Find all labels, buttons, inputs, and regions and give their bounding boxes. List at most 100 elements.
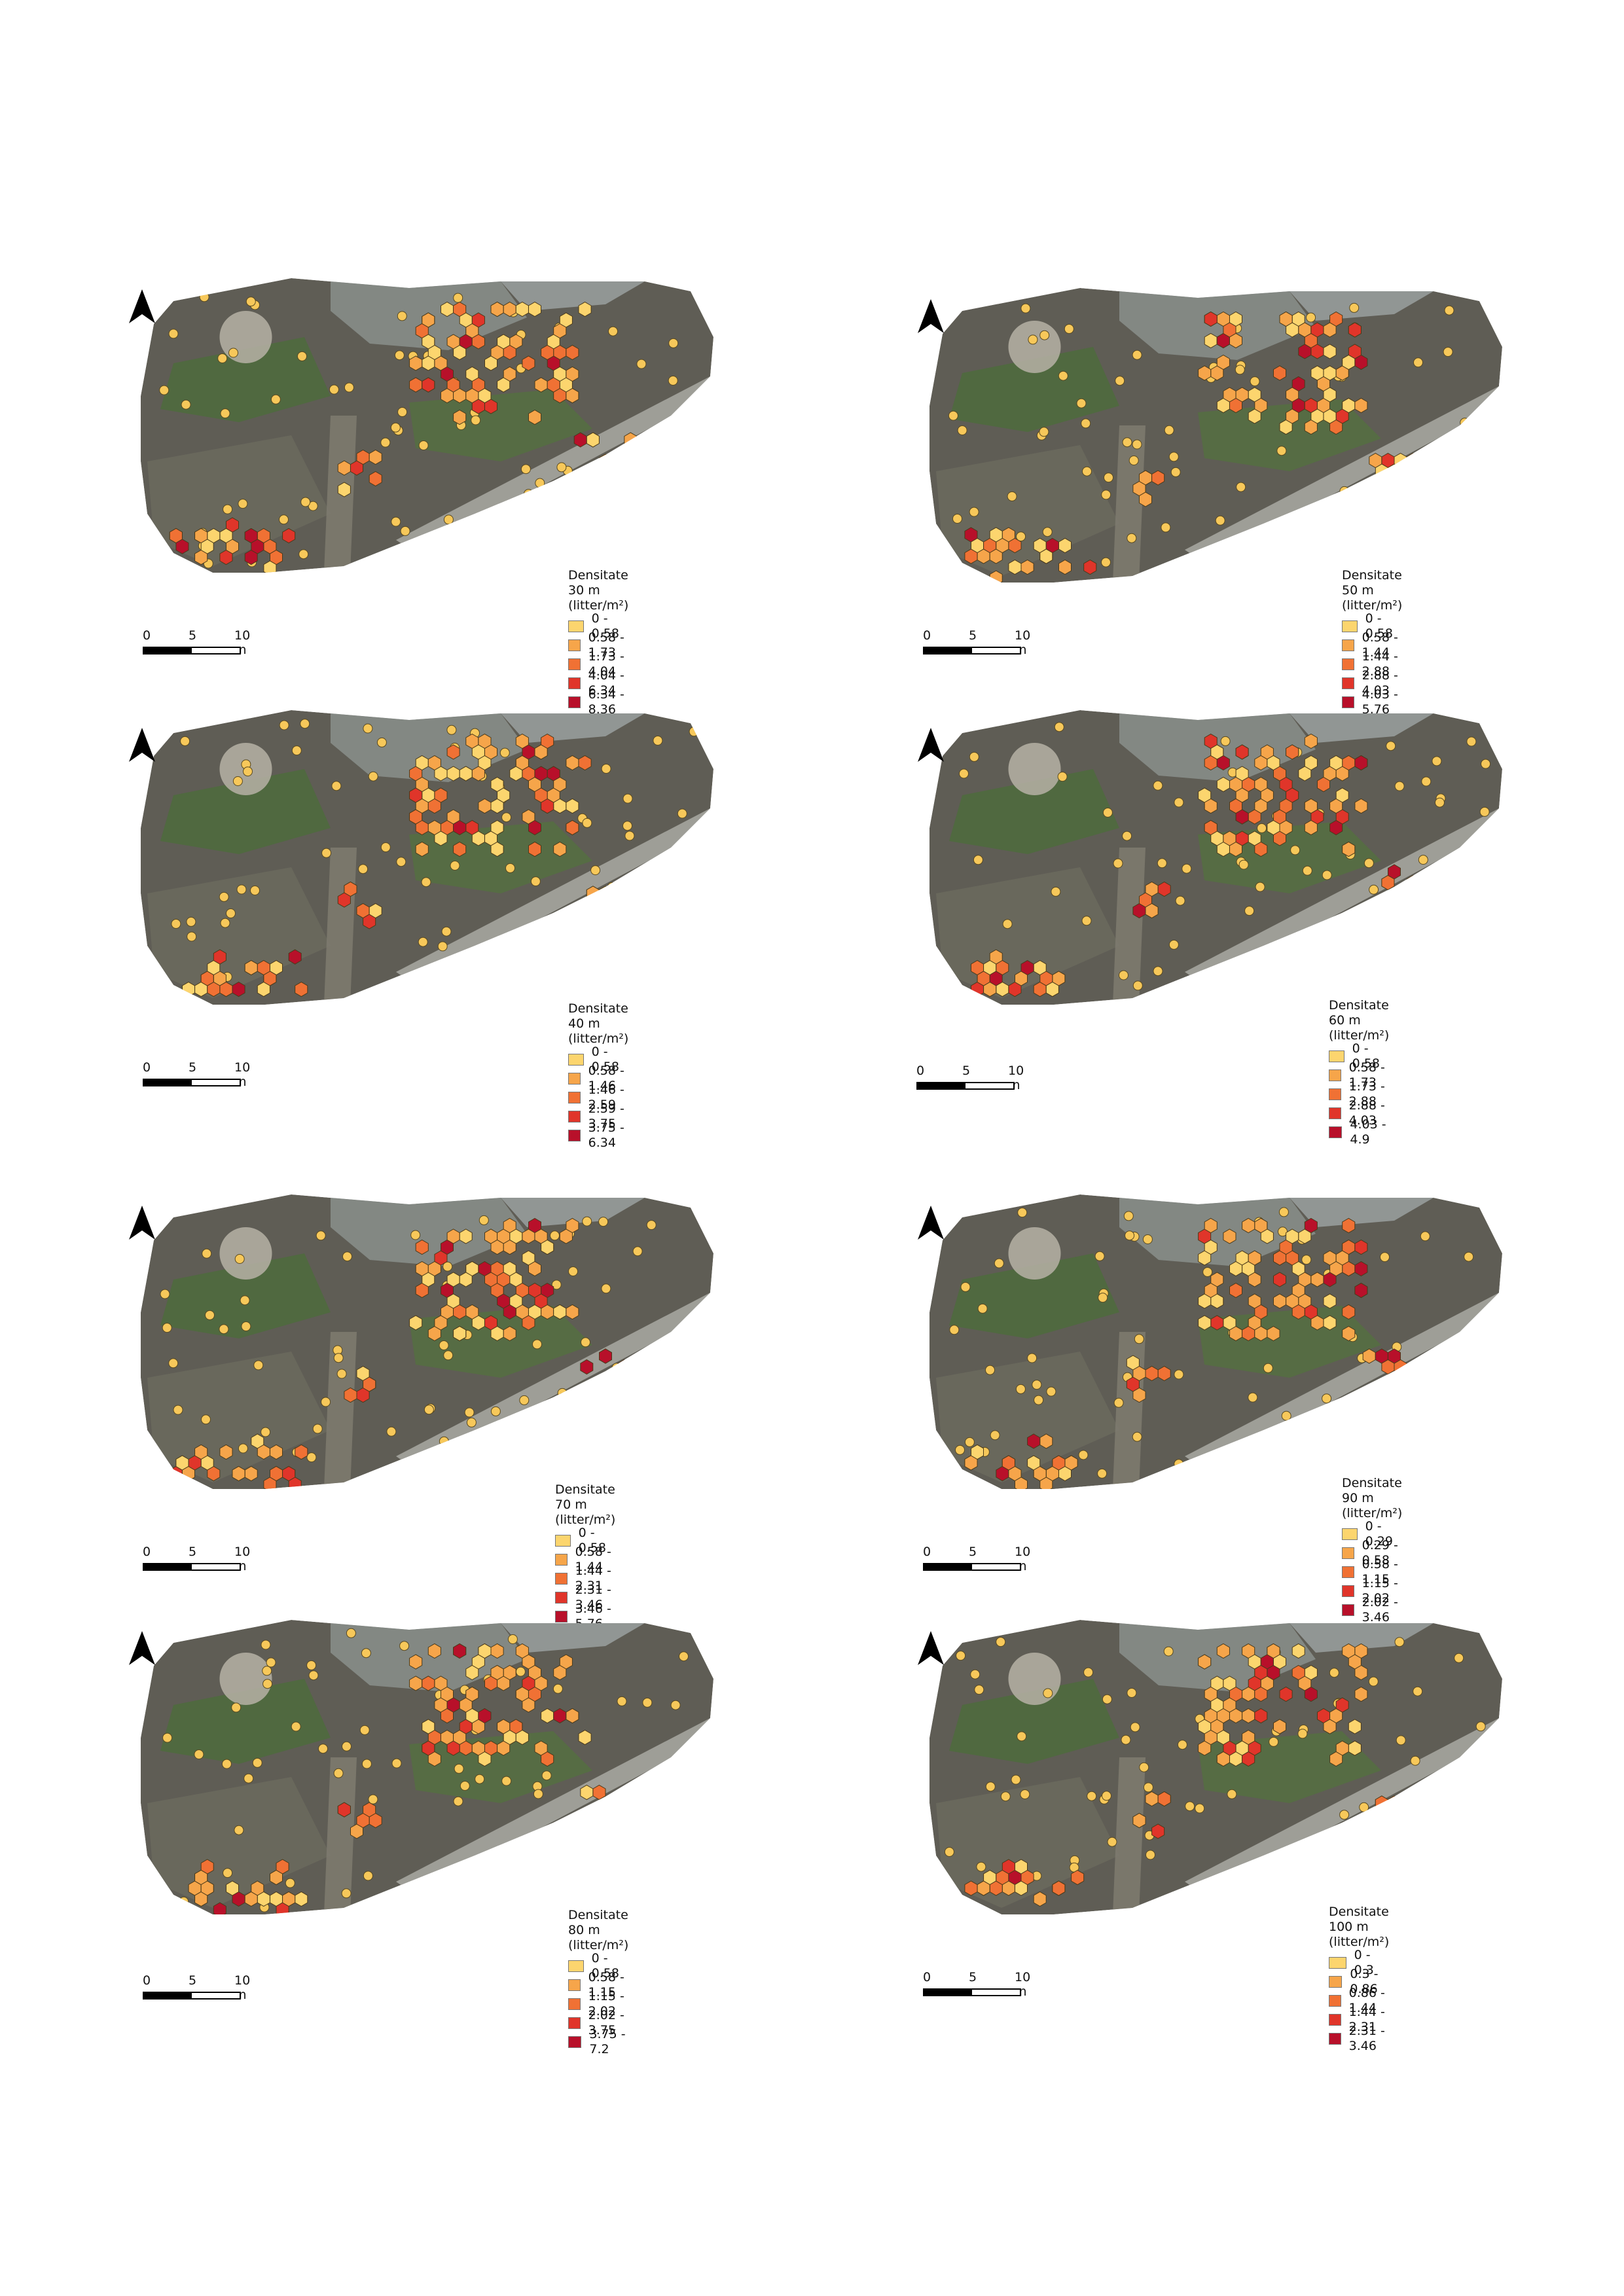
density-hex: [1400, 1817, 1414, 1833]
legend: Densitate 90 m (litter/m²) 0 - 0.29 0.29 -…: [1342, 1476, 1402, 1624]
litter-point: [1168, 939, 1179, 950]
density-hex: [522, 355, 535, 371]
scale-label: 0: [143, 1973, 151, 1988]
terrain-patch: [1290, 1623, 1434, 1653]
litter-point: [270, 394, 281, 404]
litter-point: [386, 1426, 397, 1437]
litter-point: [1235, 1902, 1246, 1912]
legend-row: 0 - 0.29: [1342, 1519, 1402, 1549]
density-hex: [497, 1740, 511, 1756]
density-hex: [1273, 1272, 1286, 1287]
density-hex: [409, 1315, 423, 1331]
legend-label: 2.02 - 3.75: [588, 2008, 624, 2037]
density-hex: [1254, 1708, 1268, 1724]
litter-point: [261, 1427, 271, 1437]
density-hex: [1216, 354, 1230, 370]
density-hex: [977, 548, 990, 564]
litter-point: [974, 1685, 984, 1695]
density-hex: [441, 1708, 454, 1724]
density-hex: [1058, 559, 1072, 575]
litter-point: [1017, 1731, 1027, 1742]
density-hex: [989, 570, 1003, 583]
litter-point: [1122, 437, 1132, 448]
litter-point: [1435, 797, 1445, 808]
density-hex: [624, 432, 638, 448]
legend-row: 0.58 - 1.44: [1342, 630, 1402, 660]
litter-point: [1475, 427, 1485, 438]
density-hex: [434, 1315, 448, 1331]
density-hex: [964, 1880, 978, 1896]
litter-point: [316, 1230, 326, 1241]
litter-point: [391, 516, 401, 527]
litter-point: [1102, 1791, 1111, 1801]
density-hex: [427, 798, 441, 814]
litter-point: [443, 514, 454, 525]
density-hex: [1286, 744, 1299, 760]
legend-label: 1.44 - 2.88: [1362, 649, 1398, 679]
litter-point: [1011, 1774, 1021, 1785]
density-hex: [1145, 1791, 1159, 1807]
density-hex: [586, 886, 600, 901]
litter-point: [615, 1471, 625, 1481]
legend-row: 0.29 - 0.58: [1342, 1538, 1402, 1568]
litter-point: [1076, 398, 1087, 408]
legend-label: 3.75 - 6.34: [588, 1121, 624, 1150]
terrain-patch: [1113, 1757, 1146, 1914]
legend-swatch: [1329, 1994, 1341, 2007]
litter-point: [515, 1666, 526, 1677]
litter-point: [952, 514, 962, 524]
litter-point: [446, 725, 457, 735]
litter-point: [520, 464, 531, 475]
density-hex: [1198, 365, 1212, 381]
legend-row: 1.44 - 2.31: [1329, 2005, 1389, 2034]
legend-swatch: [568, 677, 581, 689]
density-hex: [1388, 1391, 1401, 1407]
litter-point: [1413, 1686, 1423, 1696]
terrain-patch: [160, 337, 331, 422]
scale-label: 0: [143, 1060, 151, 1075]
legend-row: 2.59 - 3.75: [568, 1102, 628, 1131]
litter-point: [1327, 929, 1337, 939]
litter-point: [1250, 376, 1260, 387]
density-hex: [1375, 1795, 1388, 1811]
legend-label: 2.88 - 4.03: [1348, 1098, 1385, 1128]
litter-point: [1331, 548, 1342, 558]
density-hex: [422, 377, 435, 393]
density-hex: [1157, 1791, 1171, 1807]
density-hex: [1354, 1282, 1368, 1299]
litter-point: [1344, 1888, 1354, 1899]
density-hex: [478, 1708, 492, 1724]
density-hex: [478, 1751, 492, 1767]
litter-point: [1017, 1208, 1028, 1218]
litter-point: [642, 1697, 653, 1708]
litter-point: [955, 1444, 965, 1455]
density-hex: [503, 1325, 516, 1342]
density-hex: [459, 1272, 473, 1287]
density-hex: [409, 355, 423, 371]
density-hex: [213, 1902, 226, 1914]
legend-row: 0 - 0.58: [1329, 1041, 1389, 1071]
scale-bar: 0 5 10 m: [916, 1064, 1024, 1103]
litter-point: [160, 1289, 170, 1299]
litter-point: [236, 884, 247, 895]
density-hex: [490, 301, 504, 317]
litter-point: [1406, 1426, 1416, 1437]
density-hex: [369, 471, 382, 487]
litter-point: [1421, 776, 1432, 787]
litter-point: [162, 1323, 172, 1333]
density-hex: [1381, 1806, 1395, 1822]
litter-point: [511, 936, 522, 946]
litter-point: [1420, 1231, 1430, 1242]
litter-point: [460, 1863, 471, 1873]
litter-point: [321, 848, 332, 858]
litter-point: [683, 1467, 693, 1477]
density-hex: [1210, 1315, 1224, 1331]
litter-point: [643, 957, 654, 967]
density-hex: [617, 1806, 631, 1822]
density-hex: [1254, 841, 1268, 857]
density-hex: [415, 1261, 429, 1277]
density-hex: [465, 387, 479, 404]
litter-point: [608, 326, 618, 336]
legend-row: 3.75 - 7.2: [568, 2027, 628, 2056]
legend-title: Densitate 40 m (litter/m²): [568, 1001, 629, 1046]
